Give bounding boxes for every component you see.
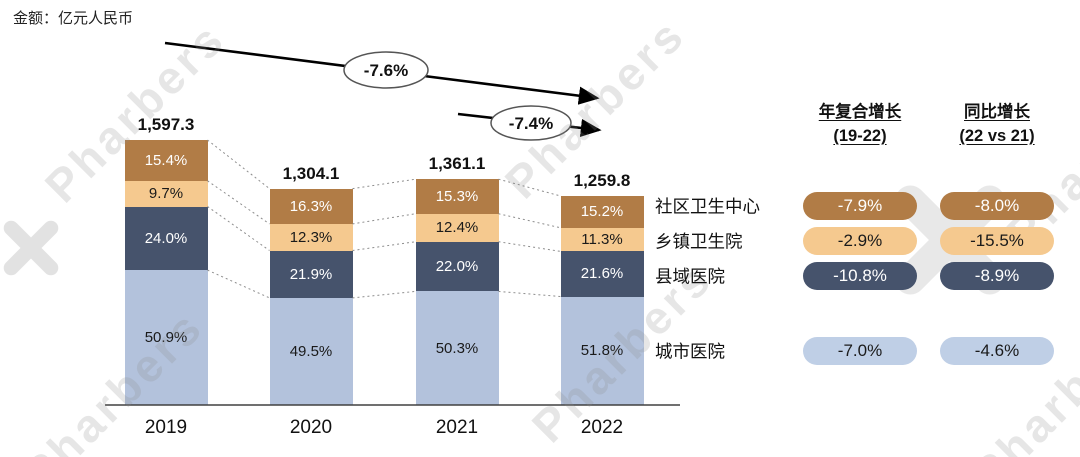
stacked-bar-2021: 15.3% 12.4% 22.0% 50.3% <box>415 179 499 405</box>
segment-县域医院-2019: 24.0% <box>124 206 208 271</box>
segment-pct-label: 16.3% <box>289 197 333 215</box>
segment-pct-label: 21.9% <box>289 265 333 283</box>
segment-pct-label: 15.4% <box>144 151 188 169</box>
segment-pct-label: 50.3% <box>435 339 479 357</box>
segment-pct-label: 15.2% <box>580 203 624 221</box>
segment-乡镇卫生院-2022: 11.3% <box>560 227 644 252</box>
segment-pct-label: 21.6% <box>580 265 624 283</box>
segment-乡镇卫生院-2021: 12.4% <box>415 213 499 242</box>
segment-pct-label: 49.5% <box>289 342 333 360</box>
stacked-bar-2019: 15.4% 9.7% 24.0% 50.9% <box>124 140 208 405</box>
segment-县域医院-2021: 22.0% <box>415 241 499 292</box>
segment-pct-label: 15.3% <box>435 187 479 205</box>
segment-县域医院-2022: 21.6% <box>560 251 644 297</box>
segment-社区卫生中心-2019: 15.4% <box>124 140 208 181</box>
segment-城市医院-2019: 50.9% <box>124 270 208 405</box>
segment-pct-label: 12.3% <box>289 228 333 246</box>
segment-pct-label: 50.9% <box>144 329 188 347</box>
segment-pct-label: 11.3% <box>581 231 623 249</box>
segment-县域医院-2020: 21.9% <box>269 250 353 298</box>
stacked-bar-2022: 15.2% 11.3% 21.6% 51.8% <box>560 195 644 405</box>
chart-unit-title: 金额：亿元人民币 <box>13 10 134 27</box>
segment-城市医院-2021: 50.3% <box>415 291 499 405</box>
segment-pct-label: 24.0% <box>144 229 188 247</box>
segment-社区卫生中心-2020: 16.3% <box>269 188 353 224</box>
segment-城市医院-2022: 51.8% <box>560 296 644 405</box>
segment-社区卫生中心-2021: 15.3% <box>415 179 499 214</box>
segment-乡镇卫生院-2020: 12.3% <box>269 223 353 251</box>
segment-乡镇卫生院-2019: 9.7% <box>124 180 208 207</box>
segment-pct-label: 22.0% <box>435 258 479 276</box>
segment-社区卫生中心-2022: 15.2% <box>560 195 644 228</box>
segment-pct-label: 12.4% <box>435 219 479 237</box>
stacked-bar-2020: 16.3% 12.3% 21.9% 49.5% <box>269 188 353 405</box>
segment-pct-label: 51.8% <box>580 342 624 360</box>
segment-城市医院-2020: 49.5% <box>269 297 353 405</box>
segment-pct-label: 9.7% <box>148 185 184 203</box>
